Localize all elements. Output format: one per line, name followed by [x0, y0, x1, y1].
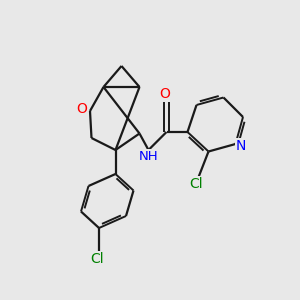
Text: N: N [236, 139, 246, 152]
Text: O: O [160, 88, 170, 101]
Text: Cl: Cl [190, 177, 203, 191]
Text: NH: NH [139, 150, 158, 163]
Text: Cl: Cl [90, 252, 104, 266]
Text: O: O [76, 102, 87, 116]
